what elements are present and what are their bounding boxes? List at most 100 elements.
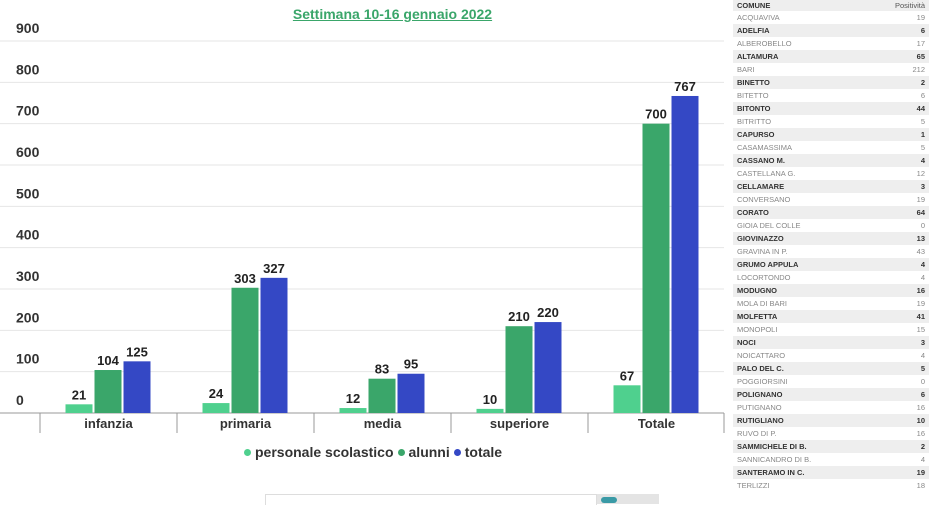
table-row: GRAVINA IN P. 43 — [733, 245, 929, 258]
table-row: SANTERAMO IN C. 19 — [733, 466, 929, 479]
bar-totale — [397, 373, 425, 413]
data-label: 10 — [483, 392, 497, 407]
comune-name: BITRITTO — [737, 117, 772, 126]
bar-personale-scolastico — [476, 408, 504, 413]
bar-personale-scolastico — [613, 385, 641, 413]
legend: personale scolastico alunni totale — [244, 444, 506, 460]
positivita-value: 212 — [912, 65, 925, 74]
toggle-icon — [601, 497, 617, 503]
x-tick-label: Totale — [638, 416, 675, 431]
data-label: 24 — [209, 386, 224, 401]
bar-alunni — [505, 326, 533, 413]
table-row: SANNICANDRO DI B. 4 — [733, 453, 929, 466]
table-row: LOCORTONDO 4 — [733, 271, 929, 284]
table-row: RUTIGLIANO 10 — [733, 414, 929, 427]
comune-name: LOCORTONDO — [737, 273, 791, 282]
positivita-value: 65 — [916, 52, 925, 61]
table-row: MONOPOLI 15 — [733, 323, 929, 336]
comune-name: TERLIZZI — [737, 481, 770, 490]
positivita-value: 10 — [916, 416, 925, 425]
comune-name: MODUGNO — [737, 286, 777, 295]
comune-name: RUVO DI P. — [737, 429, 777, 438]
table-row: MOLFETTA 41 — [733, 310, 929, 323]
comune-name: BITETTO — [737, 91, 769, 100]
positivita-value: 64 — [916, 208, 925, 217]
comune-name: GIOIA DEL COLLE — [737, 221, 801, 230]
data-label: 125 — [126, 344, 148, 359]
table-row: CONVERSANO 19 — [733, 193, 929, 206]
data-label: 21 — [72, 387, 86, 402]
table-row: ACQUAVIVA 19 — [733, 11, 929, 24]
comune-name: CASSANO M. — [737, 156, 785, 165]
positivita-value: 13 — [916, 234, 925, 243]
legend-dot-icon — [453, 449, 461, 457]
legend-label[interactable]: personale scolastico — [255, 444, 394, 460]
comune-name: BINETTO — [737, 78, 770, 87]
table-header: COMUNE Positività — [733, 0, 929, 11]
comuni-table: COMUNE Positività ACQUAVIVA 19 ADELFIA 6 ALB… — [733, 0, 929, 492]
positivita-value: 19 — [916, 195, 925, 204]
y-tick-label: 300 — [16, 268, 40, 284]
table-row: CASSANO M. 4 — [733, 154, 929, 167]
positivita-value: 44 — [916, 104, 925, 113]
bar-chart: 0 100 200 300 400 500 600 700 800 900 infanzia 21 10… — [0, 20, 725, 433]
comune-name: SANTERAMO IN C. — [737, 468, 805, 477]
positivita-value: 4 — [920, 351, 925, 360]
positivita-value: 4 — [920, 260, 925, 269]
y-tick-label: 0 — [16, 392, 24, 408]
table-row: SAMMICHELE DI B. 2 — [733, 440, 929, 453]
data-label: 303 — [234, 271, 256, 286]
bar-totale — [534, 322, 562, 413]
bottom-widget[interactable] — [597, 494, 659, 504]
legend-dot-icon — [244, 449, 251, 457]
positivita-value: 19 — [916, 468, 925, 477]
comune-name: ADELFIA — [737, 26, 770, 35]
comune-name: ALBEROBELLO — [737, 39, 792, 48]
positivita-value: 0 — [920, 221, 925, 230]
chart-title[interactable]: Settimana 10-16 gennaio 2022 — [292, 6, 493, 22]
y-tick-label: 500 — [16, 185, 40, 201]
data-label: 12 — [346, 391, 360, 406]
table-row: CASAMASSIMA 5 — [733, 141, 929, 154]
table-row: CASTELLANA G. 12 — [733, 167, 929, 180]
comune-name: CAPURSO — [737, 130, 775, 139]
data-label: 67 — [620, 368, 634, 383]
table-row: GRUMO APPULA 4 — [733, 258, 929, 271]
x-tick-label: media — [364, 416, 402, 431]
table-row: POLIGNANO 6 — [733, 388, 929, 401]
positivita-value: 6 — [920, 390, 925, 399]
table-row: BITRITTO 5 — [733, 115, 929, 128]
positivita-value: 4 — [920, 455, 925, 464]
table-row: MOLA DI BARI 19 — [733, 297, 929, 310]
positivita-value: 4 — [920, 273, 925, 282]
comune-name: ACQUAVIVA — [737, 13, 780, 22]
bar-totale — [260, 277, 288, 413]
positivita-value: 6 — [920, 26, 925, 35]
positivita-value: 4 — [920, 156, 925, 165]
table-row: BITETTO 6 — [733, 89, 929, 102]
table-row: GIOIA DEL COLLE 0 — [733, 219, 929, 232]
positivita-value: 15 — [916, 325, 925, 334]
data-label: 104 — [97, 353, 119, 368]
table-row: CAPURSO 1 — [733, 128, 929, 141]
positivita-value: 16 — [916, 429, 925, 438]
positivita-value: 5 — [920, 364, 925, 373]
positivita-value: 41 — [916, 312, 925, 321]
y-tick-label: 100 — [16, 351, 40, 367]
y-tick-label: 400 — [16, 227, 40, 243]
bar-alunni — [94, 370, 122, 413]
data-label: 327 — [263, 261, 285, 276]
table-row: ADELFIA 6 — [733, 24, 929, 37]
legend-label[interactable]: totale — [464, 444, 503, 460]
positivita-value: 12 — [916, 169, 925, 178]
positivita-value: 17 — [916, 39, 925, 48]
legend-label[interactable]: alunni — [408, 444, 450, 460]
positivita-value: 18 — [916, 481, 925, 490]
table-row: ALBEROBELLO 17 — [733, 37, 929, 50]
comune-name: BITONTO — [737, 104, 771, 113]
data-label: 767 — [674, 79, 696, 94]
positivita-value: 43 — [916, 247, 925, 256]
comune-name: SAMMICHELE DI B. — [737, 442, 807, 451]
comune-name: CELLAMARE — [737, 182, 785, 191]
table-row: GIOVINAZZO 13 — [733, 232, 929, 245]
